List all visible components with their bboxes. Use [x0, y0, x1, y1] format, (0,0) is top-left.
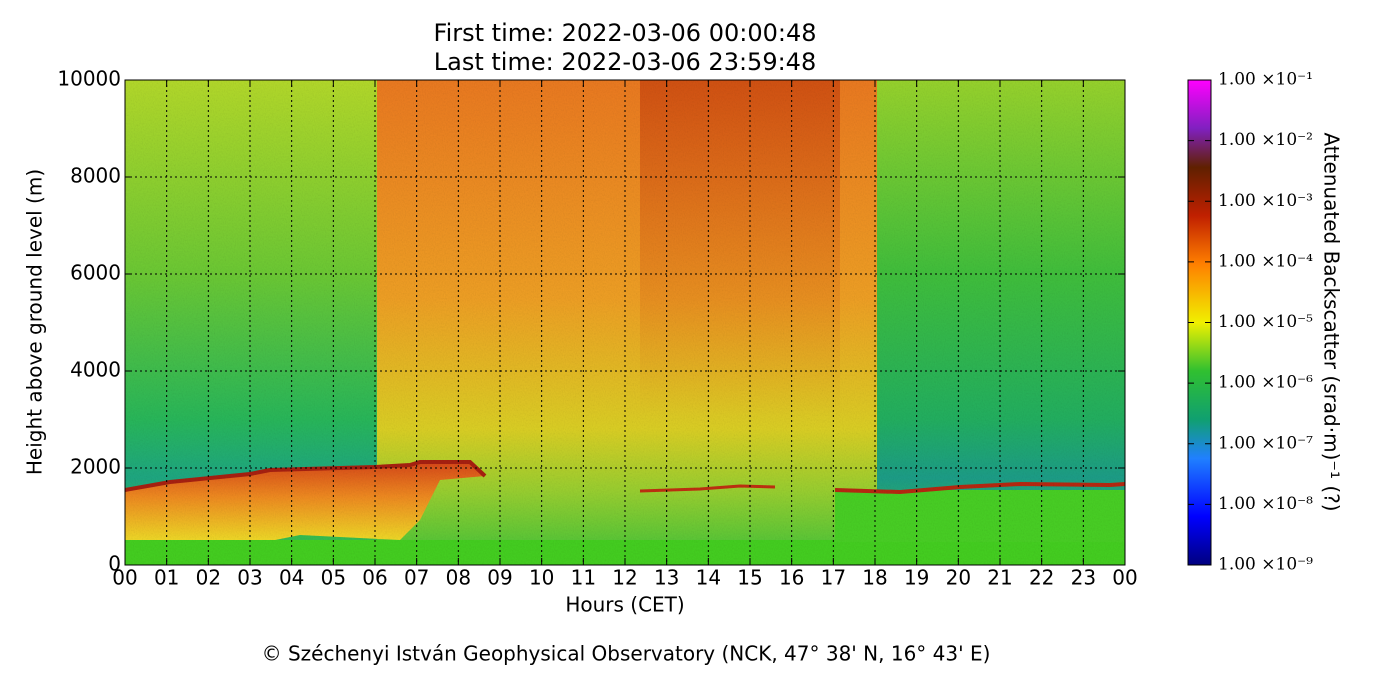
- chart-subtitle: Last time: 2022-03-06 23:59:48: [434, 48, 816, 76]
- x-tick-label: 12: [612, 566, 637, 590]
- y-tick-label: 6000: [70, 261, 121, 285]
- y-tick-label: 8000: [70, 164, 121, 188]
- x-axis-label: Hours (CET): [565, 593, 684, 617]
- y-tick-label: 2000: [70, 455, 121, 479]
- y-tick-label: 4000: [70, 358, 121, 382]
- x-tick-label: 06: [362, 566, 387, 590]
- x-tick-label: 11: [571, 566, 596, 590]
- x-tick-label: 09: [487, 566, 512, 590]
- colorbar-tick-label: 1.00 ×10⁻³: [1218, 191, 1313, 211]
- x-tick-label: 19: [904, 566, 929, 590]
- x-tick-label: 10: [529, 566, 554, 590]
- colorbar-tick-label: 1.00 ×10⁻⁹: [1218, 555, 1313, 575]
- x-tick-label: 05: [321, 566, 346, 590]
- x-tick-label: 20: [946, 566, 971, 590]
- colorbar-tick-label: 1.00 ×10⁻⁴: [1218, 251, 1313, 271]
- x-tick-label: 13: [654, 566, 679, 590]
- colorbar-label: Attenuated Backscatter (srad·m)⁻¹ (?): [1320, 132, 1344, 511]
- y-axis-label: Height above ground level (m): [23, 169, 47, 475]
- x-tick-label: 14: [696, 566, 721, 590]
- x-tick-label: 04: [279, 566, 304, 590]
- x-tick-label: 03: [237, 566, 262, 590]
- colorbar-tick-label: 1.00 ×10⁻¹: [1218, 70, 1313, 90]
- x-tick-label: 00: [112, 566, 137, 590]
- x-tick-label: 18: [862, 566, 887, 590]
- x-tick-label: 21: [987, 566, 1012, 590]
- x-tick-label: 00: [1112, 566, 1137, 590]
- colorbar-tick-label: 1.00 ×10⁻⁷: [1218, 433, 1313, 453]
- y-tick-label: 10000: [57, 67, 121, 91]
- x-tick-label: 16: [779, 566, 804, 590]
- colorbar-tick-label: 1.00 ×10⁻²: [1218, 130, 1313, 150]
- x-tick-label: 08: [446, 566, 471, 590]
- heatmap: [125, 80, 1125, 565]
- x-tick-label: 02: [196, 566, 221, 590]
- colorbar-tick-label: 1.00 ×10⁻⁸: [1218, 494, 1313, 514]
- x-tick-label: 15: [737, 566, 762, 590]
- x-tick-label: 17: [821, 566, 846, 590]
- x-tick-label: 23: [1071, 566, 1096, 590]
- x-tick-label: 07: [404, 566, 429, 590]
- chart-title: First time: 2022-03-06 00:00:48: [434, 19, 817, 47]
- x-tick-label: 01: [154, 566, 179, 590]
- colorbar-tick-label: 1.00 ×10⁻⁶: [1218, 373, 1313, 393]
- footer: © Széchenyi István Geophysical Observato…: [262, 642, 991, 666]
- y-tick-label: 0: [108, 552, 121, 576]
- x-tick-label: 22: [1029, 566, 1054, 590]
- colorbar-tick-label: 1.00 ×10⁻⁵: [1218, 312, 1313, 332]
